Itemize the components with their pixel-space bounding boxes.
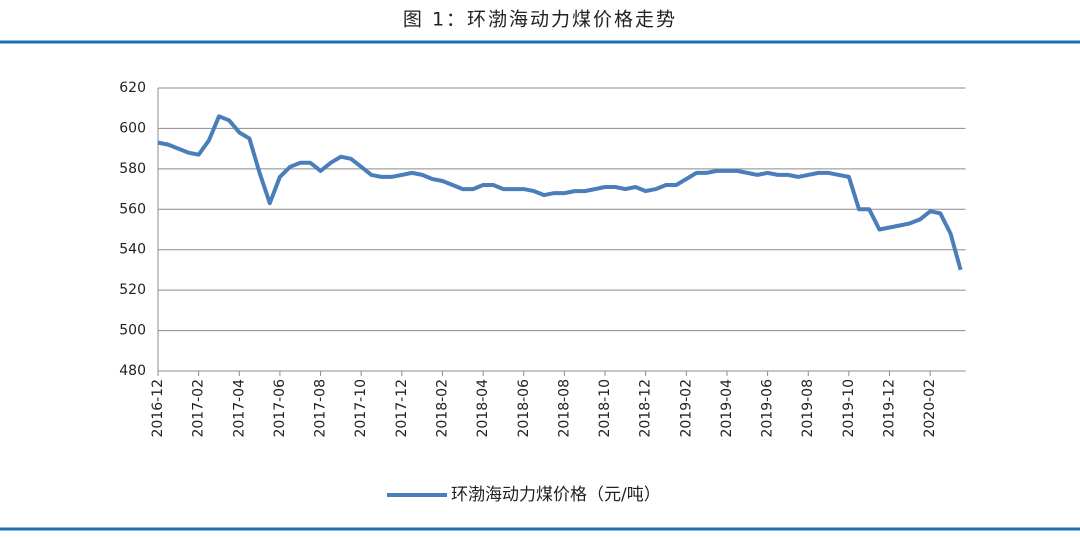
x-tick-label: 2020-02 <box>922 379 938 438</box>
data-line <box>157 114 963 271</box>
chart-title: 图 1：环渤海动力煤价格走势 <box>403 9 677 31</box>
y-tick-label: 500 <box>119 323 146 339</box>
y-tick-label: 480 <box>119 363 146 379</box>
x-tick-label: 2018-02 <box>434 379 450 438</box>
y-tick-label: 580 <box>119 161 146 177</box>
x-tick-label: 2017-04 <box>231 379 247 438</box>
x-tick-label: 2017-02 <box>191 379 207 438</box>
x-tick-label: 2018-10 <box>597 379 613 438</box>
x-tick-label: 2017-12 <box>394 379 410 438</box>
x-tick-label: 2019-06 <box>760 379 776 438</box>
x-tick-label: 2019-02 <box>678 379 694 438</box>
x-tick-label: 2016-12 <box>150 379 166 438</box>
x-tick-label: 2017-10 <box>353 379 369 438</box>
x-tick-label: 2017-06 <box>272 379 288 438</box>
legend-label: 环渤海动力煤价格（元/吨） <box>451 485 661 505</box>
x-tick-label: 2019-04 <box>719 379 735 438</box>
x-tick-label: 2019-12 <box>882 379 898 438</box>
y-tick-label: 600 <box>119 120 146 136</box>
x-tick-label: 2019-08 <box>800 379 816 438</box>
y-tick-label: 620 <box>119 80 146 96</box>
x-tick-label: 2019-10 <box>841 379 857 438</box>
x-tick-label: 2018-06 <box>516 379 532 438</box>
x-tick-label: 2018-08 <box>556 379 572 438</box>
y-tick-label: 540 <box>119 242 146 258</box>
y-tick-label: 560 <box>119 201 146 217</box>
y-tick-label: 520 <box>119 282 146 298</box>
x-tick-label: 2018-04 <box>475 379 491 438</box>
x-tick-label: 2018-12 <box>638 379 654 438</box>
x-tick-label: 2017-08 <box>313 379 329 438</box>
